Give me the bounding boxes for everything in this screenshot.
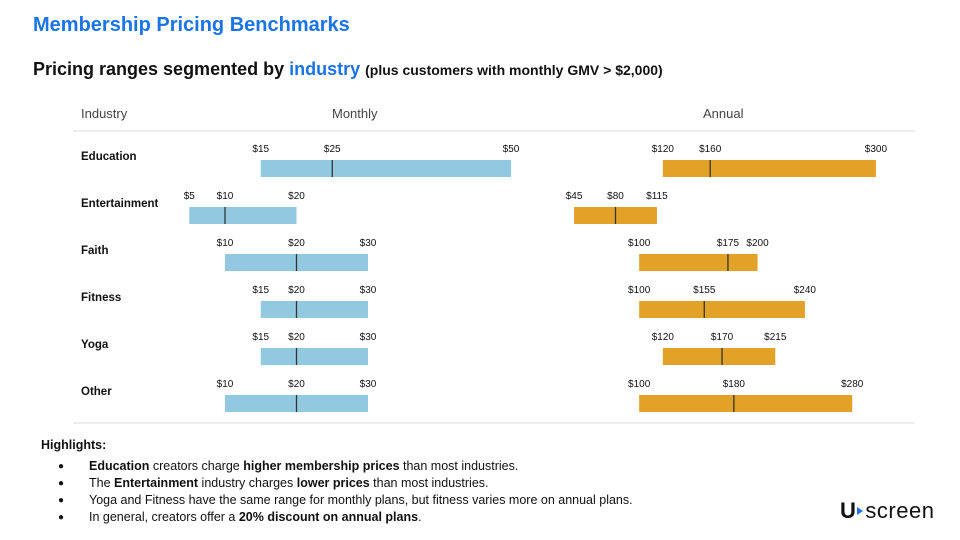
- monthly-fitness-min-label: $15: [252, 285, 269, 296]
- monthly-other-min-label: $10: [217, 379, 234, 390]
- monthly-fitness-range-bar: [260, 301, 368, 318]
- annual-fitness-median-label: $155: [693, 285, 716, 296]
- highlight-text: In general, creators offer a: [89, 510, 239, 524]
- logo-wordmark: screen: [865, 498, 935, 523]
- annual-entertainment-min-label: $45: [566, 191, 583, 202]
- annual-education-min-label: $120: [652, 144, 675, 155]
- annual-yoga-median-label: $170: [711, 332, 734, 343]
- industry-label-education: Education: [81, 151, 137, 163]
- monthly-yoga-max-label: $30: [360, 332, 377, 343]
- monthly-entertainment-median-label: $10: [217, 191, 234, 202]
- column-header-monthly: Monthly: [332, 106, 378, 121]
- highlight-emphasis: 20% discount on annual plans: [238, 510, 419, 524]
- highlights-title: Highlights:: [41, 438, 107, 452]
- annual-faith-max-label: $200: [746, 238, 769, 249]
- monthly-education-range-bar: [260, 160, 511, 177]
- industry-label-fitness: Fitness: [81, 292, 121, 304]
- annual-other-max-label: $280: [841, 379, 864, 390]
- highlight-text: creators charge: [149, 459, 244, 473]
- annual-other-median-label: $180: [723, 379, 746, 390]
- monthly-other-median-label: $20: [288, 379, 305, 390]
- annual-education-max-label: $300: [865, 144, 888, 155]
- monthly-yoga-range-bar: [260, 348, 368, 365]
- monthly-fitness-median-label: $20: [288, 285, 305, 296]
- industry-label-yoga: Yoga: [81, 339, 109, 351]
- logo-letter-u: U: [840, 498, 857, 523]
- annual-other-range-bar: [639, 395, 853, 412]
- annual-other-min-label: $100: [628, 379, 651, 390]
- annual-fitness-min-label: $100: [628, 285, 651, 296]
- highlight-item: ● The Entertainment industry charges lowe…: [41, 475, 633, 492]
- bullet-icon: ●: [58, 461, 65, 472]
- annual-entertainment-max-label: $115: [646, 191, 668, 202]
- monthly-education-max-label: $50: [503, 144, 520, 155]
- monthly-fitness-max-label: $30: [360, 285, 377, 296]
- monthly-entertainment-range-bar: [189, 207, 297, 224]
- highlight-text: than most industries.: [399, 459, 519, 473]
- highlight-text: than most industries.: [369, 476, 489, 490]
- annual-entertainment-median-label: $80: [607, 191, 624, 202]
- highlight-text: industry charges: [198, 476, 297, 490]
- annual-education-range-bar: [662, 160, 876, 177]
- annual-yoga-range-bar: [662, 348, 776, 365]
- annual-faith-range-bar: [639, 254, 758, 271]
- highlight-emphasis: lower prices: [296, 476, 370, 490]
- industry-label-other: Other: [81, 386, 112, 398]
- highlights-list: ● Education creators charge higher member…: [41, 458, 633, 526]
- highlight-item: ● Yoga and Fitness have the same range fo…: [41, 492, 633, 509]
- bullet-icon: ●: [58, 495, 65, 506]
- annual-fitness-range-bar: [639, 301, 805, 318]
- monthly-faith-min-label: $10: [217, 238, 234, 249]
- highlight-text: The: [89, 476, 115, 490]
- page-subtitle: Pricing ranges segmented by industry (pl…: [33, 59, 663, 80]
- annual-faith-min-label: $100: [628, 238, 651, 249]
- column-header-annual: Annual: [703, 106, 744, 121]
- monthly-education-median-label: $25: [324, 144, 341, 155]
- highlight-emphasis: Education: [89, 459, 150, 473]
- annual-yoga-max-label: $215: [764, 332, 787, 343]
- annual-yoga-min-label: $120: [652, 332, 675, 343]
- highlight-item: ● Education creators charge higher member…: [41, 458, 633, 475]
- highlights-section: Highlights: ● Education creators charge h…: [41, 438, 633, 526]
- monthly-entertainment-max-label: $20: [288, 191, 305, 202]
- monthly-yoga-median-label: $20: [288, 332, 305, 343]
- annual-fitness-max-label: $240: [794, 285, 817, 296]
- subtitle-prefix: Pricing ranges segmented by: [33, 59, 290, 79]
- bullet-icon: ●: [58, 478, 65, 489]
- annual-education-median-label: $160: [699, 144, 722, 155]
- play-triangle-icon: [857, 507, 864, 515]
- highlight-item: ● In general, creators offer a 20% discou…: [41, 509, 633, 526]
- highlight-text: Yoga and Fitness have the same range for…: [89, 493, 633, 507]
- highlight-emphasis: higher membership prices: [243, 459, 400, 473]
- monthly-faith-median-label: $20: [288, 238, 305, 249]
- industry-label-entertainment: Entertainment: [81, 198, 158, 210]
- bullet-icon: ●: [58, 512, 65, 523]
- subtitle-keyword: industry: [289, 59, 361, 79]
- column-header-industry: Industry: [81, 106, 128, 121]
- page-title: Membership Pricing Benchmarks: [33, 14, 350, 36]
- monthly-yoga-min-label: $15: [252, 332, 269, 343]
- subtitle-note: (plus customers with monthly GMV > $2,00…: [365, 62, 663, 78]
- monthly-faith-max-label: $30: [360, 238, 377, 249]
- highlight-emphasis: Entertainment: [114, 476, 199, 490]
- industry-label-faith: Faith: [81, 245, 108, 257]
- monthly-other-max-label: $30: [360, 379, 377, 390]
- annual-faith-median-label: $175: [717, 238, 740, 249]
- highlight-text: .: [418, 510, 422, 524]
- monthly-entertainment-min-label: $5: [184, 191, 196, 202]
- monthly-education-min-label: $15: [252, 144, 269, 155]
